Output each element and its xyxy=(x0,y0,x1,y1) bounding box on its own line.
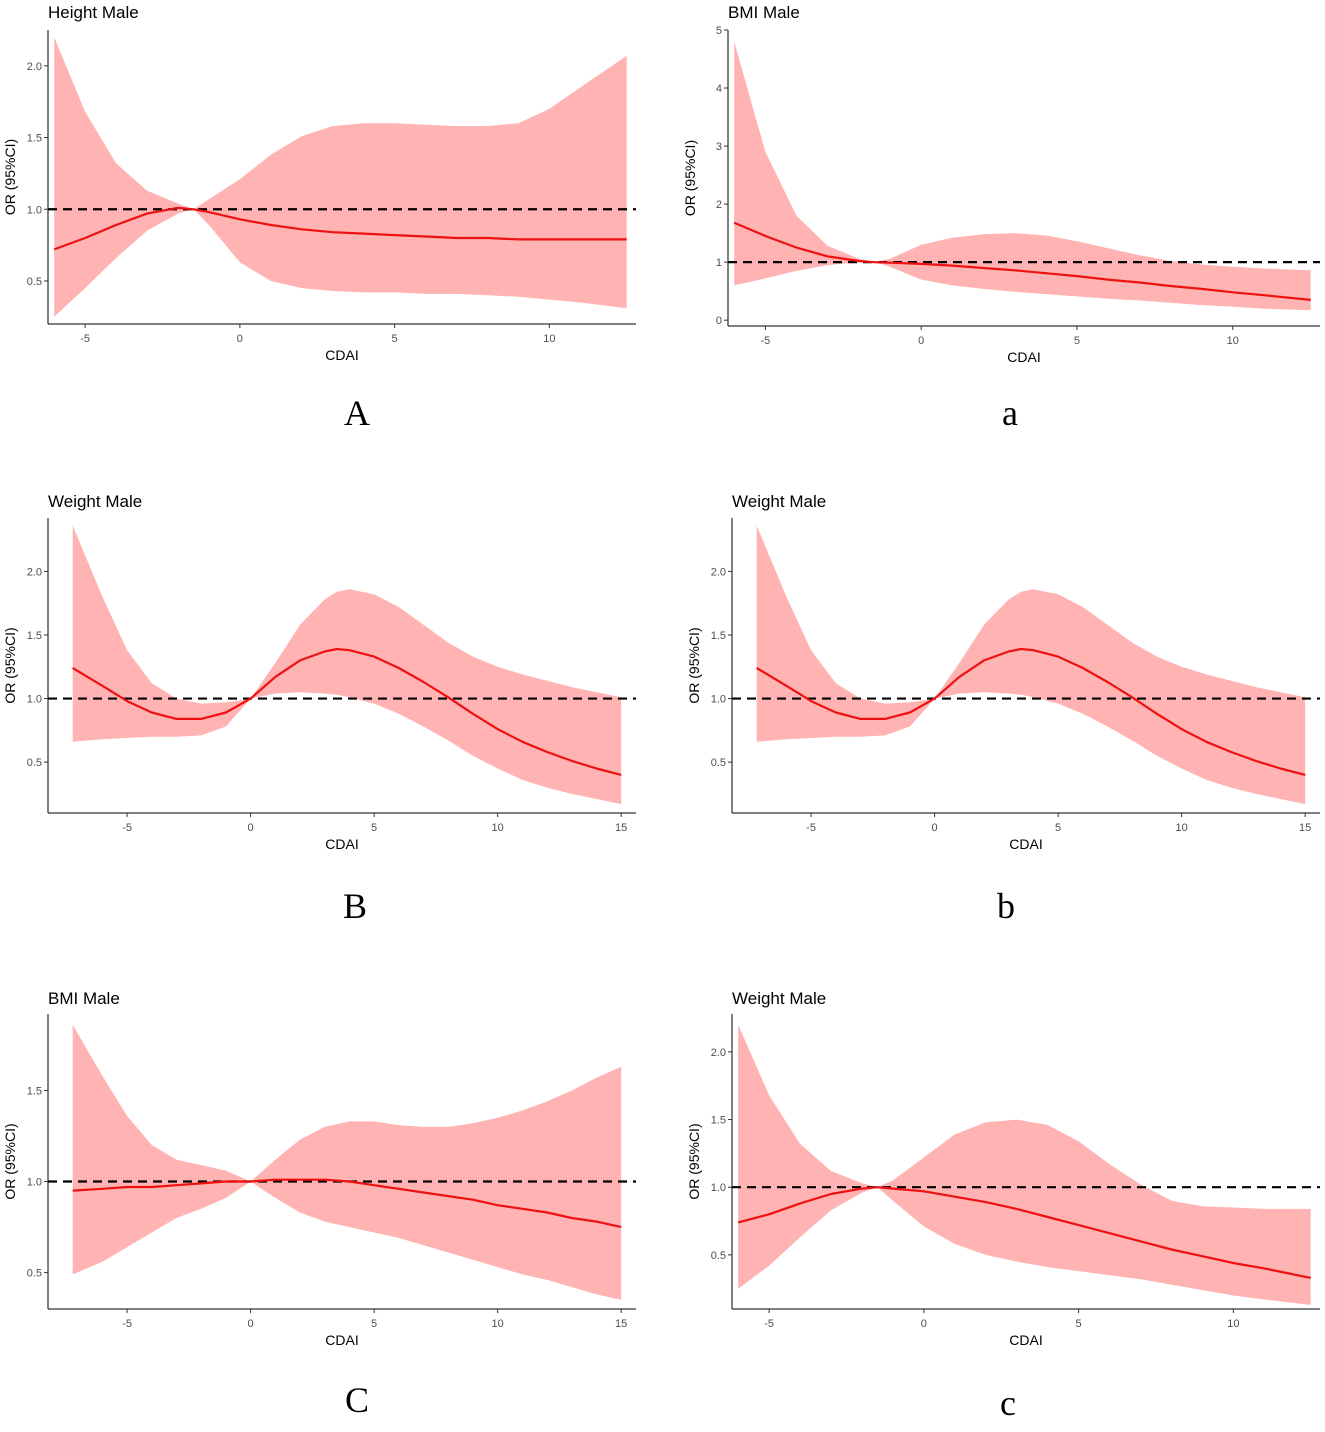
y-tick-label: 4 xyxy=(716,83,722,95)
y-axis-label: OR (95%CI) xyxy=(682,140,698,216)
x-tick-label: 10 xyxy=(492,822,504,834)
panel-label-c: c xyxy=(1000,1383,1016,1423)
y-tick-label: 1 xyxy=(716,257,722,269)
y-tick-label: 1.0 xyxy=(711,1182,726,1194)
chart-title: Height Male xyxy=(48,3,139,22)
chart-panel-B: -5 0 5 10 15 0.5 1.0 1.5 2.0 Weight Male CDAI OR (9… xyxy=(2,492,636,852)
x-tick-label: 0 xyxy=(921,1318,927,1330)
ci-ribbon xyxy=(72,1024,622,1300)
x-tick-label: 15 xyxy=(615,1318,627,1330)
x-tick-label: -5 xyxy=(760,335,770,347)
ci-ribbon xyxy=(738,1024,1311,1305)
chart-title: Weight Male xyxy=(732,492,826,511)
x-tick-label: 5 xyxy=(1076,1318,1082,1330)
x-tick-label: 5 xyxy=(371,1318,377,1330)
y-tick-label: 2.0 xyxy=(711,1047,726,1059)
panel-label-a: a xyxy=(1002,393,1018,433)
chart-title: Weight Male xyxy=(48,492,142,511)
y-tick-label: 1.5 xyxy=(711,630,726,642)
y-tick-label: 0.5 xyxy=(711,757,726,769)
y-axis-label: OR (95%CI) xyxy=(2,1123,18,1199)
panel-label-C: C xyxy=(345,1380,369,1420)
ci-ribbon xyxy=(734,41,1311,311)
y-tick-label: 0.5 xyxy=(27,276,42,288)
y-tick-label: 1.0 xyxy=(27,694,42,706)
y-axis-label: OR (95%CI) xyxy=(2,139,18,215)
y-tick-label: 1.0 xyxy=(27,204,42,216)
x-tick-label: 10 xyxy=(543,333,555,345)
y-tick-label: 2.0 xyxy=(27,566,42,578)
y-axis-label: OR (95%CI) xyxy=(686,627,702,703)
y-tick-label: 3 xyxy=(716,141,722,153)
panel-label-A: A xyxy=(344,393,370,433)
x-tick-label: -5 xyxy=(80,333,90,345)
chart-panel-a: -5 0 5 10 0 1 2 3 4 5 BMI Male CDAI OR (95%CI) xyxy=(682,3,1320,365)
y-tick-label: 1.0 xyxy=(27,1177,42,1189)
or-line xyxy=(756,647,1306,776)
x-axis-label: CDAI xyxy=(1009,836,1042,852)
y-tick-label: 0 xyxy=(716,315,722,327)
y-tick-label: 2 xyxy=(716,199,722,211)
chart-panel-c: -5 0 5 10 0.5 1.0 1.5 2.0 Weight Male CDAI OR (95%… xyxy=(686,989,1320,1348)
x-tick-label: 15 xyxy=(1299,822,1311,834)
or-line xyxy=(53,206,627,251)
ci-ribbon xyxy=(756,525,1306,805)
y-tick-label: 0.5 xyxy=(27,1268,42,1280)
x-axis-label: CDAI xyxy=(1007,349,1040,365)
y-axis-label: OR (95%CI) xyxy=(2,627,18,703)
y-tick-label: 5 xyxy=(716,25,722,37)
chart-panel-C: -5 0 5 10 15 0.5 1.0 1.5 BMI Male CDAI OR (95%CI) xyxy=(2,989,636,1348)
chart-panel-A: -5 0 5 10 0.5 1.0 1.5 2.0 Height Male CDAI OR (95%… xyxy=(2,3,636,363)
x-tick-label: 5 xyxy=(1074,335,1080,347)
or-line xyxy=(72,647,622,776)
x-tick-label: 0 xyxy=(918,335,924,347)
y-tick-label: 1.5 xyxy=(711,1115,726,1127)
chart-panel-b: -5 0 5 10 15 0.5 1.0 1.5 2.0 Weight Male CDAI OR (9… xyxy=(686,492,1320,852)
x-axis-label: CDAI xyxy=(325,836,358,852)
x-tick-label: 5 xyxy=(392,333,398,345)
y-tick-label: 1.0 xyxy=(711,694,726,706)
chart-title: BMI Male xyxy=(48,989,120,1008)
ci-ribbon xyxy=(54,37,627,317)
y-tick-label: 2.0 xyxy=(711,566,726,578)
panel-label-b: b xyxy=(997,886,1015,926)
ci-ribbon xyxy=(72,525,622,805)
x-tick-label: 5 xyxy=(1055,822,1061,834)
x-tick-label: 0 xyxy=(248,822,254,834)
x-axis-label: CDAI xyxy=(325,347,358,363)
chart-title: Weight Male xyxy=(732,989,826,1008)
x-tick-label: 5 xyxy=(371,822,377,834)
x-tick-label: 0 xyxy=(248,1318,254,1330)
y-tick-label: 1.5 xyxy=(27,630,42,642)
y-tick-label: 1.5 xyxy=(27,1085,42,1097)
x-tick-label: 10 xyxy=(1176,822,1188,834)
x-tick-label: 10 xyxy=(1227,335,1239,347)
y-tick-label: 1.5 xyxy=(27,133,42,145)
x-tick-label: -5 xyxy=(806,822,816,834)
x-tick-label: 0 xyxy=(237,333,243,345)
y-tick-label: 0.5 xyxy=(27,757,42,769)
x-tick-label: 10 xyxy=(1227,1318,1239,1330)
x-tick-label: -5 xyxy=(122,1318,132,1330)
x-tick-label: 15 xyxy=(615,822,627,834)
or-line xyxy=(733,221,1311,301)
x-axis-label: CDAI xyxy=(325,1332,358,1348)
x-tick-label: -5 xyxy=(764,1318,774,1330)
x-tick-label: 10 xyxy=(492,1318,504,1330)
y-axis-label: OR (95%CI) xyxy=(686,1123,702,1199)
x-axis-label: CDAI xyxy=(1009,1332,1042,1348)
or-line xyxy=(737,1186,1311,1279)
y-tick-label: 0.5 xyxy=(711,1250,726,1262)
y-tick-label: 2.0 xyxy=(27,61,42,73)
chart-title: BMI Male xyxy=(728,3,800,22)
or-line xyxy=(72,1178,622,1229)
x-tick-label: 0 xyxy=(932,822,938,834)
x-tick-label: -5 xyxy=(122,822,132,834)
panel-label-B: B xyxy=(343,886,367,926)
